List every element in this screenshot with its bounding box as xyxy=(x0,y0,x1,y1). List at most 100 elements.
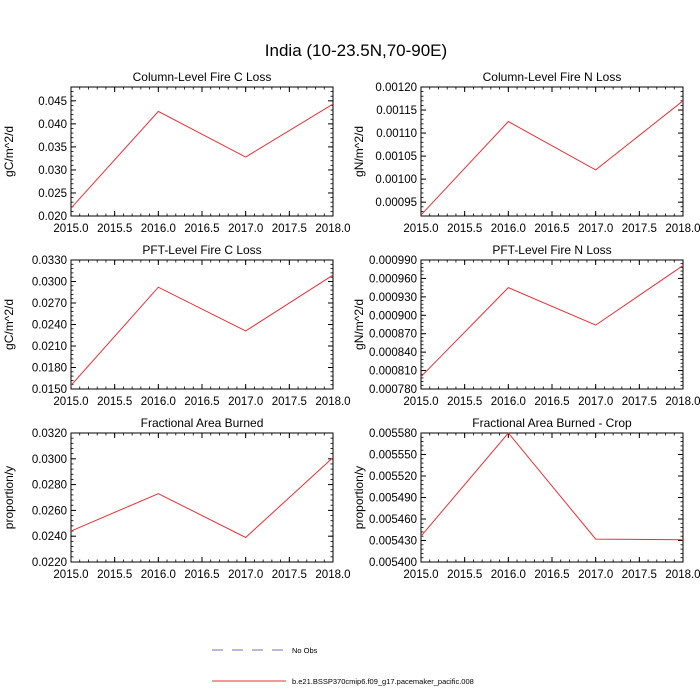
x-tick-label: 2016.5 xyxy=(184,223,219,235)
series-line xyxy=(70,457,334,539)
panel-title: Fractional Area Burned - Crop xyxy=(472,416,632,430)
x-tick-label: 2017.0 xyxy=(228,223,263,235)
panel-3: PFT-Level Fire C Loss gC/m^2/d 2015.0 2015.… xyxy=(2,243,351,408)
panel-title: Column-Level Fire C Loss xyxy=(133,70,272,84)
x-tick-label: 2016.5 xyxy=(534,396,569,408)
x-tick-label: 2015.5 xyxy=(97,223,132,235)
x-tick-label: 2016.0 xyxy=(141,396,176,408)
y-tick-label: 0.0240 xyxy=(32,531,67,543)
figure-title: India (10-23.5N,70-90E) xyxy=(265,41,447,60)
x-tick-label: 2018.0 xyxy=(665,569,700,581)
x-tick-label: 2016.0 xyxy=(141,569,176,581)
x-tick-label: 2016.0 xyxy=(141,223,176,235)
y-tick-label: 0.005400 xyxy=(369,557,417,569)
panel-2: Column-Level Fire N Loss gN/m^2/d 2015.0 20… xyxy=(352,70,700,235)
x-tick-label: 2017.0 xyxy=(578,223,613,235)
y-tick-label: 0.005580 xyxy=(369,428,417,440)
panel-title: PFT-Level Fire C Loss xyxy=(142,243,261,257)
legend-label: b.e21.BSSP370cmip6.f09_g17.pacemaker_pac… xyxy=(292,677,474,686)
y-tick-label: 0.0220 xyxy=(32,557,67,569)
x-tick-label: 2018.0 xyxy=(665,396,700,408)
x-tick-label: 2016.0 xyxy=(491,223,526,235)
y-tick-label: 0.00105 xyxy=(375,151,417,163)
x-tick-label: 2016.5 xyxy=(184,396,219,408)
x-tick-label: 2016.5 xyxy=(534,223,569,235)
panel-5: Fractional Area Burned proportion/y 2015.0… xyxy=(2,416,351,581)
x-tick-label: 2015.5 xyxy=(447,223,482,235)
legend: No Obs b.e21.BSSP370cmip6.f09_g17.pacemak… xyxy=(212,646,474,686)
y-tick-label: 0.00095 xyxy=(375,197,417,209)
y-tick-label: 0.00100 xyxy=(375,174,417,186)
y-tick-label: 0.000840 xyxy=(369,347,417,359)
panels: Column-Level Fire C Loss gC/m^2/d 2015.0 20… xyxy=(2,70,700,581)
y-tick-label: 0.0330 xyxy=(32,255,67,267)
y-axis-label: gN/m^2/d xyxy=(352,299,366,350)
y-tick-label: 0.045 xyxy=(38,96,67,108)
y-tick-label: 0.0150 xyxy=(32,384,67,396)
y-tick-label: 0.000780 xyxy=(369,384,417,396)
y-tick-label: 0.0280 xyxy=(32,480,67,492)
x-tick-label: 2015.0 xyxy=(53,569,88,581)
y-tick-label: 0.005550 xyxy=(369,450,417,462)
y-tick-label: 0.000900 xyxy=(369,310,417,322)
x-tick-label: 2016.5 xyxy=(534,569,569,581)
y-tick-label: 0.005490 xyxy=(369,493,417,505)
y-tick-label: 0.0260 xyxy=(32,505,67,517)
x-tick-label: 2017.0 xyxy=(578,569,613,581)
y-tick-label: 0.00115 xyxy=(376,105,417,117)
x-tick-label: 2016.5 xyxy=(184,569,219,581)
y-tick-label: 0.0320 xyxy=(32,428,67,440)
x-tick-label: 2015.5 xyxy=(447,569,482,581)
series-line xyxy=(70,274,334,386)
x-tick-label: 2015.5 xyxy=(447,396,482,408)
y-tick-label: 0.00120 xyxy=(375,82,417,94)
panel-6: Fractional Area Burned - Crop proportion/… xyxy=(352,416,700,581)
series-line xyxy=(420,100,684,216)
panel-1: Column-Level Fire C Loss gC/m^2/d 2015.0 20… xyxy=(2,70,351,235)
y-tick-label: 0.0300 xyxy=(32,454,67,466)
y-tick-label: 0.040 xyxy=(38,119,67,131)
y-tick-label: 0.020 xyxy=(38,211,67,223)
y-tick-label: 0.005460 xyxy=(369,514,417,526)
y-axis-label: proportion/y xyxy=(352,466,366,529)
y-tick-label: 0.005430 xyxy=(369,536,417,548)
y-tick-label: 0.000930 xyxy=(369,292,417,304)
y-tick-label: 0.035 xyxy=(38,142,67,154)
x-tick-label: 2015.0 xyxy=(53,223,88,235)
y-tick-label: 0.030 xyxy=(38,165,67,177)
y-tick-label: 0.0270 xyxy=(32,298,67,310)
panel-title: Column-Level Fire N Loss xyxy=(483,70,622,84)
y-axis-label: gC/m^2/d xyxy=(2,126,16,177)
x-tick-label: 2016.0 xyxy=(491,396,526,408)
series-line xyxy=(420,432,684,541)
panel-title: Fractional Area Burned xyxy=(141,416,264,430)
y-tick-label: 0.0180 xyxy=(32,363,67,375)
panel-title: PFT-Level Fire N Loss xyxy=(492,243,611,257)
x-tick-label: 2018.0 xyxy=(665,223,700,235)
y-tick-label: 0.0300 xyxy=(32,277,67,289)
x-tick-label: 2015.5 xyxy=(97,569,132,581)
x-tick-label: 2017.5 xyxy=(272,396,307,408)
x-tick-label: 2017.5 xyxy=(622,396,657,408)
y-tick-label: 0.000960 xyxy=(369,273,417,285)
y-tick-label: 0.000990 xyxy=(369,255,417,267)
x-tick-label: 2017.5 xyxy=(622,223,657,235)
x-tick-label: 2015.0 xyxy=(53,396,88,408)
y-axis-label: gN/m^2/d xyxy=(352,126,366,177)
y-axis-label: proportion/y xyxy=(2,466,16,529)
x-tick-label: 2015.5 xyxy=(97,396,132,408)
x-tick-label: 2015.0 xyxy=(403,223,438,235)
x-tick-label: 2017.0 xyxy=(578,396,613,408)
y-tick-label: 0.0210 xyxy=(32,341,67,353)
x-tick-label: 2017.0 xyxy=(228,569,263,581)
x-tick-label: 2017.0 xyxy=(228,396,263,408)
x-tick-label: 2018.0 xyxy=(315,223,350,235)
series-line xyxy=(70,103,334,209)
y-tick-label: 0.0240 xyxy=(32,320,67,332)
x-tick-label: 2015.0 xyxy=(403,396,438,408)
y-tick-label: 0.005520 xyxy=(369,471,417,483)
series-line xyxy=(420,265,684,378)
y-tick-label: 0.00110 xyxy=(376,128,417,140)
